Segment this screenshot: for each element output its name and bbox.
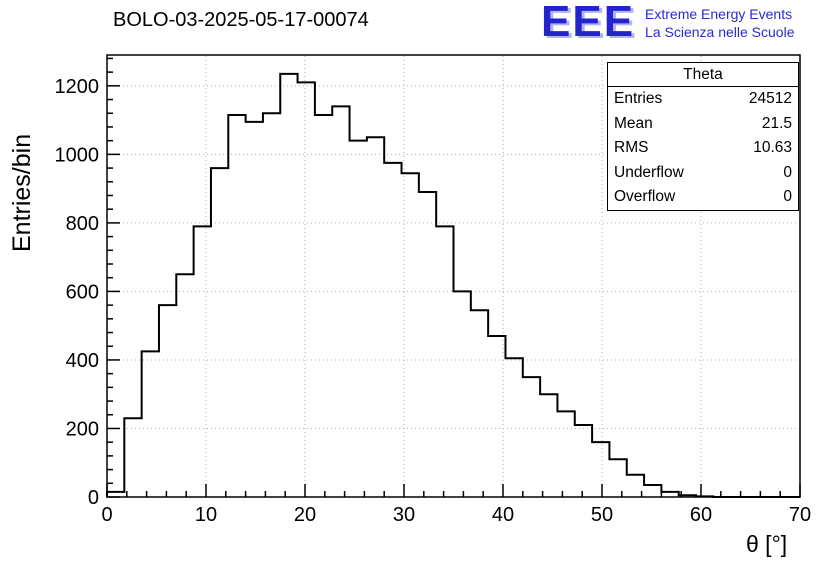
plot-frame (106, 54, 801, 498)
stat-value: 0 (783, 163, 792, 181)
stats-row-mean: Mean 21.5 (608, 112, 798, 137)
x-tick-label: 30 (393, 504, 415, 526)
x-tick-label: 50 (591, 504, 613, 526)
stat-value: 21.5 (761, 114, 792, 132)
eee-logo-line2: La Scienza nelle Scuole (645, 24, 795, 40)
x-tick-label: 40 (492, 504, 514, 526)
eee-logo-acronym: EEE (541, 0, 636, 46)
histogram-line (106, 72, 800, 498)
page-title: BOLO-03-2025-05-17-00074 (113, 9, 369, 31)
stat-value: 0 (783, 188, 792, 205)
x-tick-label: 0 (101, 504, 112, 526)
x-tick-label: 60 (690, 504, 712, 526)
y-tick-label: 400 (66, 350, 99, 372)
stats-row-entries: Entries 24512 (608, 87, 798, 112)
eee-logo-text: Extreme Energy Events La Scienza nelle S… (645, 5, 794, 41)
y-tick-label: 200 (66, 418, 99, 440)
stat-value: 24512 (748, 90, 792, 107)
eee-logo-line1: Extreme Energy Events (645, 6, 793, 22)
x-axis-title: θ [°] (746, 531, 788, 557)
stat-label: Overflow (614, 188, 676, 205)
y-tick-label: 800 (66, 213, 99, 235)
x-tick-label: 70 (789, 504, 811, 526)
eee-logo: EEE Extreme Energy Events La Scienza nel… (541, 0, 794, 44)
x-tick-label: 10 (195, 504, 217, 526)
stats-row-underflow: Underflow 0 (608, 161, 798, 186)
y-tick-label: 0 (88, 487, 99, 509)
stats-box-title: Theta (608, 63, 798, 87)
stat-label: Mean (614, 114, 653, 132)
stat-label: Underflow (614, 163, 684, 181)
y-axis-title: Entries/bin (8, 133, 36, 252)
y-tick-label: 600 (66, 281, 99, 303)
y-tick-label: 1200 (55, 76, 100, 98)
stat-label: Entries (614, 90, 663, 107)
stat-value: 10.63 (753, 139, 792, 156)
x-tick-label: 20 (294, 504, 316, 526)
y-tick-label: 1000 (55, 144, 100, 166)
stats-box: Theta Entries 24512 Mean 21.5 RMS 10.63 … (607, 62, 799, 211)
stats-row-overflow: Overflow 0 (608, 185, 798, 210)
stats-row-rms: RMS 10.63 (608, 136, 798, 161)
stat-label: RMS (614, 139, 649, 156)
